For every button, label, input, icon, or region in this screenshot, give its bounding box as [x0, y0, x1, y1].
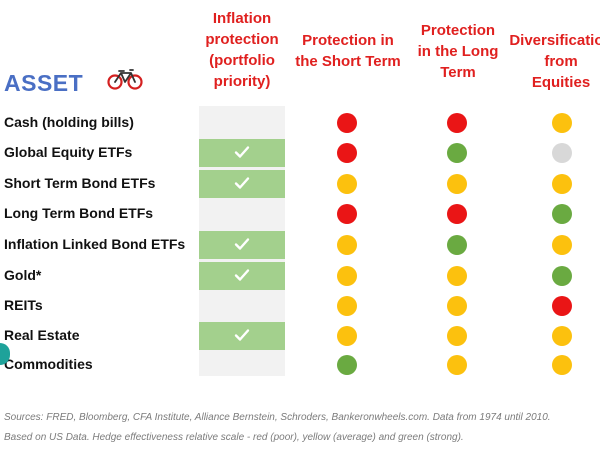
table-row: Long Term Bond ETFs: [0, 199, 600, 229]
short-term-rating-dot: [337, 143, 357, 163]
asset-label: Short Term Bond ETFs: [4, 175, 156, 191]
asset-label: REITs: [4, 297, 43, 313]
table-row: REITs: [0, 291, 600, 321]
asset-label: Cash (holding bills): [4, 114, 134, 130]
bicycle-icon: [107, 69, 143, 90]
header-diversification: Diversification from Equities: [509, 32, 600, 91]
inflation-cell: [199, 170, 285, 198]
table-row: Global Equity ETFs: [0, 138, 600, 168]
footnote-sources: Sources: FRED, Bloomberg, CFA Institute,…: [4, 412, 551, 423]
long-term-rating-dot: [447, 235, 467, 255]
table-row: Short Term Bond ETFs: [0, 169, 600, 199]
checkmark-icon: [234, 176, 250, 190]
long-term-rating-dot: [447, 266, 467, 286]
table-row: Commodities: [0, 350, 600, 380]
header-long-term-protection: Protection in the Long Term: [417, 22, 499, 81]
short-term-rating-dot: [337, 174, 357, 194]
diversification-rating-dot: [552, 355, 572, 375]
asset-label: Commodities: [4, 356, 93, 372]
inflation-cell: [199, 351, 285, 379]
asset-label: Real Estate: [4, 327, 80, 343]
table-row: Cash (holding bills): [0, 108, 600, 138]
inflation-cell: [199, 139, 285, 167]
table-row: Real Estate: [0, 321, 600, 351]
short-term-rating-dot: [337, 355, 357, 375]
long-term-rating-dot: [447, 204, 467, 224]
asset-label: Gold*: [4, 267, 42, 283]
diversification-rating-dot: [552, 266, 572, 286]
table-row: Gold*: [0, 261, 600, 291]
checkmark-icon: [234, 268, 250, 282]
side-tab-handle[interactable]: [0, 343, 10, 365]
diversification-rating-dot: [552, 235, 572, 255]
inflation-cell: [199, 262, 285, 290]
long-term-rating-dot: [447, 355, 467, 375]
long-term-rating-dot: [447, 113, 467, 133]
checkmark-icon: [234, 237, 250, 251]
header-inflation-protection: Inflation protection (portfolio priority…: [205, 10, 279, 90]
footnote-scale: Based on US Data. Hedge effectiveness re…: [4, 432, 464, 443]
inflation-cell: [199, 200, 285, 228]
short-term-rating-dot: [337, 204, 357, 224]
asset-label: Global Equity ETFs: [4, 144, 133, 160]
header-short-term-protection: Protection in the Short Term: [295, 32, 401, 70]
inflation-cell: [199, 322, 285, 350]
table-row: Inflation Linked Bond ETFs: [0, 230, 600, 260]
diversification-rating-dot: [552, 174, 572, 194]
diversification-rating-dot: [552, 326, 572, 346]
asset-label: Inflation Linked Bond ETFs: [4, 236, 186, 252]
inflation-cell: [199, 231, 285, 259]
long-term-rating-dot: [447, 174, 467, 194]
short-term-rating-dot: [337, 266, 357, 286]
diversification-rating-dot: [552, 143, 572, 163]
short-term-rating-dot: [337, 235, 357, 255]
diversification-rating-dot: [552, 113, 572, 133]
diversification-rating-dot: [552, 296, 572, 316]
asset-label: Long Term Bond ETFs: [4, 205, 154, 221]
asset-column-title: ASSET: [4, 70, 84, 96]
inflation-cell: [199, 292, 285, 320]
short-term-rating-dot: [337, 296, 357, 316]
checkmark-icon: [234, 145, 250, 159]
long-term-rating-dot: [447, 326, 467, 346]
diversification-rating-dot: [552, 204, 572, 224]
inflation-cell: [199, 109, 285, 137]
long-term-rating-dot: [447, 143, 467, 163]
short-term-rating-dot: [337, 113, 357, 133]
long-term-rating-dot: [447, 296, 467, 316]
checkmark-icon: [234, 328, 250, 342]
short-term-rating-dot: [337, 326, 357, 346]
